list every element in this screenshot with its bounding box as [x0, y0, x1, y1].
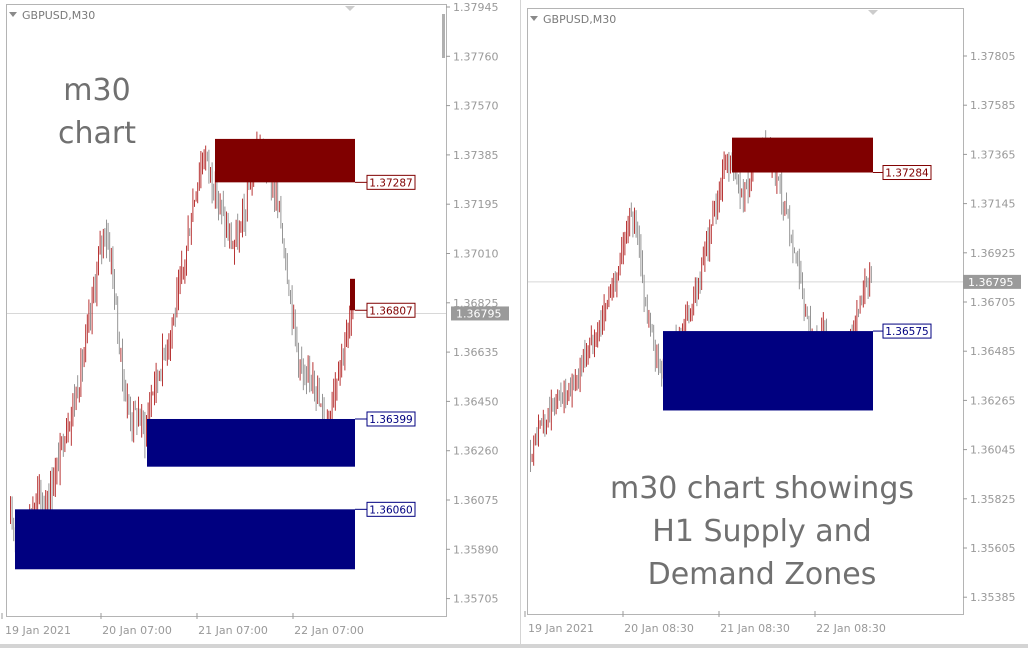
shift-marker-icon[interactable] — [868, 10, 878, 15]
x-axis: 19 Jan 2021 20 Jan 07:00 21 Jan 07:00 22 Ja… — [1, 613, 364, 637]
y-tick-label: 1.37570 — [453, 100, 499, 113]
dropdown-triangle-icon[interactable] — [9, 12, 17, 17]
x-tick-label: 19 Jan 2021 — [528, 622, 594, 635]
zone-price-label: 1.36807 — [369, 305, 412, 317]
y-tick-label: 1.37010 — [453, 248, 499, 261]
chart-annotation-line: m30 chart showings — [610, 471, 914, 506]
chart-window-left[interactable]: GBPUSD,M30 1.37287 1.36807 1.36399 1.36060 1.… — [0, 0, 520, 644]
supply-zone[interactable] — [732, 137, 873, 173]
zone-price-label: 1.36399 — [369, 414, 412, 426]
y-tick-label: 1.37365 — [970, 148, 1016, 161]
y-tick-label: 1.35890 — [453, 543, 499, 556]
chart-annotation-line: m30 — [63, 73, 130, 108]
y-tick-label: 1.36075 — [453, 494, 499, 507]
x-tick-label: 20 Jan 07:00 — [102, 624, 172, 637]
zone-price-label: 1.36060 — [369, 504, 412, 516]
supply-zone[interactable] — [215, 138, 355, 183]
zone-price-label: 1.37284 — [885, 168, 929, 180]
symbol-label: GBPUSD,M30 — [543, 13, 616, 26]
candles — [10, 131, 354, 556]
y-tick-label: 1.35825 — [970, 493, 1016, 506]
chart-annotation-line: Demand Zones — [648, 557, 877, 592]
y-tick-label: 1.36260 — [453, 445, 499, 458]
scrollbar-thumb[interactable] — [442, 14, 445, 58]
zone-price-label: 1.37287 — [369, 177, 412, 189]
x-tick-label: 22 Jan 07:00 — [294, 624, 364, 637]
current-price-badge — [451, 306, 509, 321]
symbol-label: GBPUSD,M30 — [22, 9, 95, 22]
y-tick-label: 1.37760 — [453, 50, 499, 63]
chart-annotation-line: H1 Supply and — [652, 514, 871, 549]
demand-zone[interactable] — [663, 331, 873, 411]
zone-price-label-box — [366, 501, 416, 517]
zone-price-label: 1.36575 — [885, 326, 928, 338]
chart-left[interactable]: GBPUSD,M30 1.37287 1.36807 1.36399 1.36060 1.… — [0, 0, 520, 644]
zone-price-label-box — [882, 165, 932, 181]
shift-marker-icon[interactable] — [345, 6, 355, 11]
y-tick-label: 1.36045 — [970, 444, 1016, 457]
y-tick-label: 1.36265 — [970, 394, 1016, 407]
x-tick-label: 19 Jan 2021 — [5, 624, 71, 637]
y-axis: 1.37805 1.37585 1.37365 1.37145 1.36925 1.367… — [963, 50, 1016, 604]
zone-price-label-box — [882, 323, 932, 339]
y-tick-label: 1.37195 — [453, 198, 499, 211]
chart-annotation-line: chart — [58, 116, 136, 151]
y-tick-label: 1.37145 — [970, 198, 1016, 211]
zone-price-label-box — [366, 302, 416, 318]
current-price-badge — [963, 274, 1021, 289]
chart-right[interactable]: GBPUSD,M301.372841.365751.378051.375851.… — [521, 0, 1028, 644]
x-tick-label: 21 Jan 07:00 — [198, 624, 268, 637]
current-price-label: 1.36795 — [456, 307, 502, 320]
y-tick-label: 1.37385 — [453, 149, 499, 162]
y-tick-label: 1.37805 — [970, 50, 1016, 63]
dropdown-triangle-icon[interactable] — [530, 16, 538, 21]
y-tick-label: 1.37945 — [453, 1, 499, 14]
y-tick-label: 1.37585 — [970, 99, 1016, 112]
y-axis: 1.37945 1.37760 1.37570 1.37385 1.37195 1.370… — [446, 1, 499, 606]
x-tick-label: 20 Jan 08:30 — [624, 622, 694, 635]
supply-zone[interactable] — [350, 278, 355, 311]
chart-window-right[interactable]: GBPUSD,M30 1.37284 1.36575 1.37805 1.37585 1.… — [521, 0, 1028, 644]
x-tick-label: 21 Jan 08:30 — [720, 622, 790, 635]
y-tick-label: 1.36925 — [970, 247, 1016, 260]
y-tick-label: 1.36635 — [453, 346, 499, 359]
y-tick-label: 1.36705 — [970, 296, 1016, 309]
y-tick-label: 1.35385 — [970, 591, 1016, 604]
y-tick-label: 1.35705 — [453, 593, 499, 606]
y-tick-label: 1.35605 — [970, 542, 1016, 555]
zone-price-label-box — [366, 411, 416, 427]
demand-zone[interactable] — [147, 418, 355, 467]
current-price-label: 1.36795 — [968, 276, 1014, 289]
zone-price-label-box — [366, 174, 416, 190]
demand-zone[interactable] — [15, 509, 355, 570]
x-axis: 19 Jan 2021 20 Jan 08:30 21 Jan 08:30 22 Ja… — [524, 611, 886, 635]
plot-area[interactable] — [527, 8, 964, 615]
x-tick-label: 22 Jan 08:30 — [816, 622, 886, 635]
y-tick-label: 1.36485 — [970, 345, 1016, 358]
y-tick-label: 1.36450 — [453, 395, 499, 408]
